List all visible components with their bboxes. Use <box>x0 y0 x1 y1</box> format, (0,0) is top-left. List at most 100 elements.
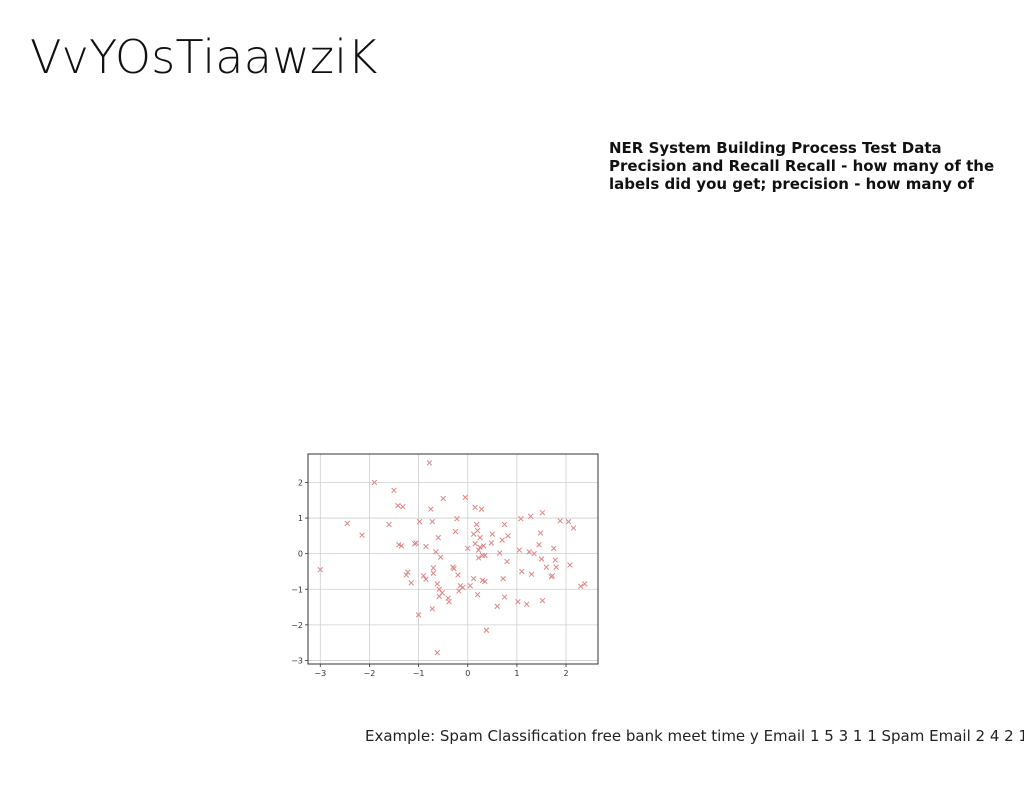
data-point <box>416 518 423 525</box>
data-point <box>430 570 437 576</box>
data-point <box>477 534 483 541</box>
data-point <box>446 598 452 605</box>
data-point <box>462 494 469 501</box>
data-point <box>557 518 563 524</box>
data-point <box>440 495 446 502</box>
data-point <box>489 531 496 537</box>
data-point <box>567 562 573 568</box>
data-point <box>435 534 442 541</box>
data-point <box>519 568 525 575</box>
data-point <box>537 530 544 536</box>
data-point <box>531 550 537 557</box>
plot-grid <box>308 454 598 664</box>
data-point <box>472 540 478 547</box>
y-tick-label: 1 <box>298 514 303 523</box>
data-point <box>398 543 405 549</box>
data-point <box>538 556 545 562</box>
data-point <box>428 506 434 512</box>
slide-title: VvYOsTiaawziK <box>30 30 378 84</box>
data-point <box>408 580 414 586</box>
data-point <box>464 545 471 552</box>
data-point <box>515 598 521 605</box>
data-point <box>553 564 559 570</box>
data-point <box>415 612 422 618</box>
x-tick-label: −1 <box>413 669 425 678</box>
data-point <box>500 575 506 582</box>
data-point <box>543 564 550 570</box>
data-point <box>552 557 558 563</box>
data-point <box>433 549 439 555</box>
slide-notes: NER System Building Process Test Data Pr… <box>609 139 995 193</box>
data-point <box>501 521 508 528</box>
data-point <box>445 595 451 601</box>
data-point <box>499 537 505 543</box>
data-point <box>386 521 392 528</box>
data-point <box>539 597 546 604</box>
data-point <box>395 502 401 509</box>
data-point <box>423 543 429 550</box>
data-point <box>518 516 524 522</box>
data-point <box>434 649 441 656</box>
data-point <box>479 552 486 559</box>
data-point <box>528 571 535 578</box>
data-point <box>482 578 488 585</box>
data-point <box>480 543 487 549</box>
data-point <box>549 572 556 579</box>
data-point <box>551 545 557 552</box>
data-point <box>578 583 584 590</box>
data-point <box>420 572 427 579</box>
data-points <box>317 460 588 656</box>
data-point <box>317 566 324 573</box>
data-point <box>455 572 461 578</box>
data-point <box>483 627 490 633</box>
scatter-plot: −3 −2 −1 0 1 2 2 1 0 −1 −2 −3 <box>291 453 599 678</box>
data-point <box>411 540 418 547</box>
data-point <box>429 518 436 525</box>
y-tick-label: −1 <box>291 585 303 594</box>
data-point <box>467 582 473 589</box>
data-point <box>488 540 495 546</box>
data-point <box>474 591 481 598</box>
data-point <box>451 565 457 572</box>
data-point <box>460 584 466 591</box>
data-point <box>423 576 429 583</box>
data-point <box>565 518 572 525</box>
data-point <box>344 520 351 527</box>
data-point <box>494 603 500 610</box>
data-point <box>454 516 460 522</box>
x-tick-label: 0 <box>465 669 470 678</box>
y-tick-label: −2 <box>291 621 303 630</box>
data-point <box>470 531 477 537</box>
data-point <box>359 532 365 538</box>
data-point <box>403 572 410 578</box>
data-point <box>400 503 406 510</box>
data-point <box>526 549 532 555</box>
data-point <box>477 544 483 551</box>
data-point <box>429 606 436 612</box>
data-point <box>527 513 534 520</box>
y-tick-label: 2 <box>298 478 303 487</box>
data-point <box>452 528 459 535</box>
plot-frame <box>307 453 599 665</box>
data-point <box>437 554 444 560</box>
data-point <box>405 569 411 575</box>
x-tick-label: −3 <box>314 669 326 678</box>
data-point <box>539 509 546 516</box>
data-point <box>413 540 419 546</box>
data-point <box>501 594 508 600</box>
data-point <box>434 581 441 587</box>
data-point <box>439 590 445 596</box>
data-point <box>430 565 437 571</box>
data-point <box>516 547 523 553</box>
y-tick-label: 0 <box>298 550 303 559</box>
data-point <box>581 581 588 587</box>
data-point <box>570 525 577 531</box>
data-point <box>371 479 378 486</box>
slide-caption: Example: Spam Classification free bank m… <box>365 727 1024 745</box>
y-tick-label: −3 <box>291 656 303 665</box>
data-point <box>475 547 482 553</box>
data-point <box>523 601 530 607</box>
data-point <box>391 487 397 494</box>
data-point <box>482 552 488 559</box>
x-tick-label: −2 <box>364 669 376 678</box>
